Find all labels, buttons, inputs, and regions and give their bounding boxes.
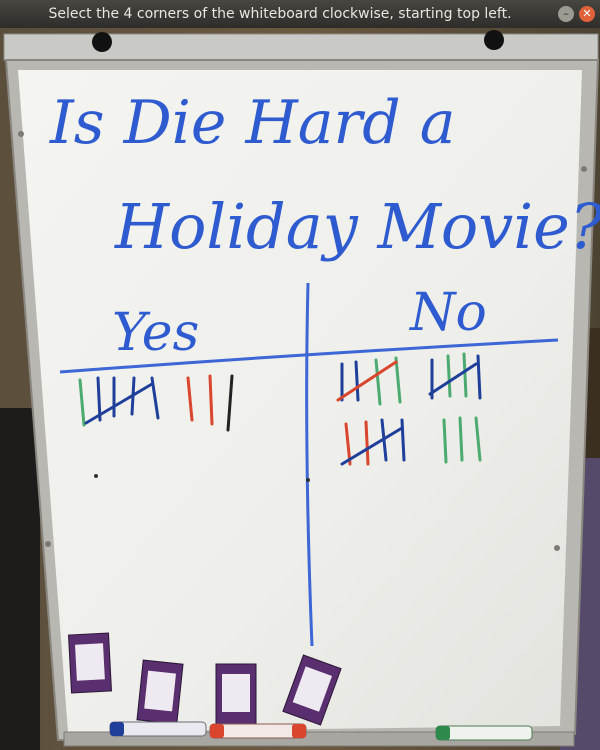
column-yes-label: Yes bbox=[112, 303, 199, 363]
chart-horizontal-line bbox=[59, 338, 559, 374]
marker-dot bbox=[306, 478, 310, 482]
chart-vertical-line bbox=[305, 282, 314, 647]
yes-tally-group bbox=[78, 374, 234, 432]
minimize-button[interactable]: – bbox=[558, 6, 574, 22]
no-tally-group-row-1 bbox=[336, 352, 482, 406]
close-button[interactable]: ✕ bbox=[579, 6, 595, 22]
whiteboard-photo[interactable]: Is Die Hard a Holiday Movie? Yes No bbox=[0, 28, 600, 750]
magnet-left bbox=[92, 32, 112, 52]
marker-green bbox=[435, 725, 533, 741]
window-title: Select the 4 corners of the whiteboard c… bbox=[48, 6, 512, 22]
heading-line-2: Holiday Movie? bbox=[114, 190, 600, 263]
frame-screw bbox=[18, 131, 24, 137]
chair-left bbox=[0, 408, 40, 750]
whiteboard-surface[interactable] bbox=[18, 70, 582, 732]
frame-screw bbox=[45, 541, 51, 547]
promo-card bbox=[282, 654, 342, 726]
heading-line-1: Is Die Hard a bbox=[49, 88, 455, 158]
marker-blue bbox=[109, 721, 207, 737]
column-no-label: No bbox=[408, 283, 487, 343]
magnet-right bbox=[484, 30, 504, 50]
no-tally-group-row-2 bbox=[340, 416, 482, 466]
window-titlebar: Select the 4 corners of the whiteboard c… bbox=[0, 0, 600, 28]
frame-screw bbox=[581, 166, 587, 172]
frame-screw bbox=[554, 545, 560, 551]
marker-red bbox=[209, 723, 307, 739]
promo-card bbox=[67, 632, 113, 694]
marker-dot bbox=[94, 474, 98, 478]
promo-card bbox=[215, 663, 257, 725]
promo-card bbox=[136, 659, 184, 725]
